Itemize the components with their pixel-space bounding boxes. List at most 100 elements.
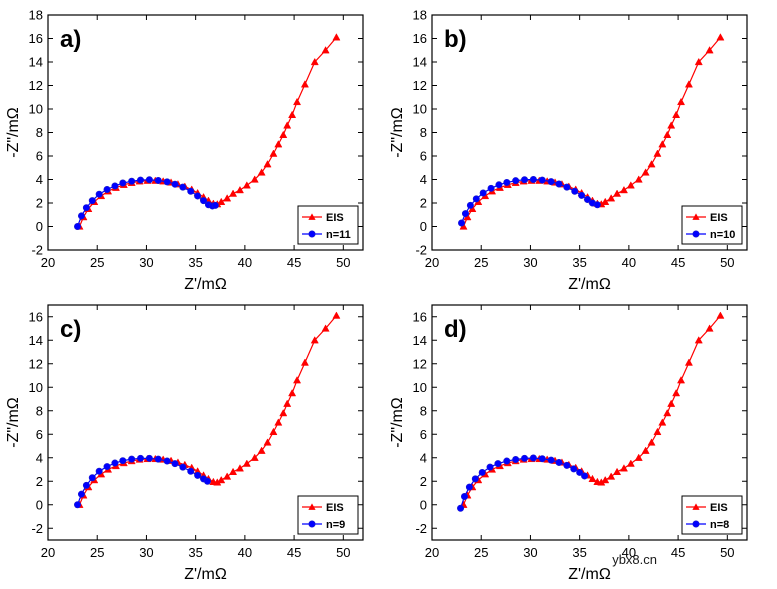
series-n-11 [74, 176, 219, 231]
data-point-circle [571, 187, 579, 195]
legend-label: n=8 [710, 519, 729, 531]
data-point-circle [538, 455, 546, 463]
data-point-circle [103, 463, 111, 471]
data-point-triangle [242, 181, 251, 189]
x-tick-label: 30 [139, 545, 153, 560]
data-point-triangle [626, 459, 635, 467]
data-point-triangle [667, 399, 676, 407]
y-tick-label: 2 [36, 474, 43, 489]
x-tick-label: 50 [336, 255, 350, 270]
data-point-triangle [672, 389, 681, 397]
data-point-triangle [250, 175, 259, 183]
data-point-circle [578, 191, 586, 199]
data-point-circle [555, 180, 563, 188]
data-point-circle [74, 223, 82, 231]
data-point-triangle [716, 33, 725, 41]
data-point-circle [137, 454, 145, 462]
data-point-circle [460, 493, 468, 501]
data-point-circle [458, 219, 466, 227]
data-point-circle [457, 504, 465, 512]
legend-label: EIS [710, 502, 728, 514]
y-tick-label: 4 [420, 450, 427, 465]
data-point-triangle [257, 168, 266, 176]
data-point-circle [82, 481, 90, 489]
data-point-triangle [694, 57, 703, 66]
data-point-triangle [229, 189, 238, 197]
y-tick-label: 12 [413, 356, 427, 371]
data-point-triangle [279, 130, 288, 138]
y-tick-label: 2 [36, 196, 43, 211]
y-tick-label: 0 [420, 219, 427, 234]
y-tick-label: -2 [415, 521, 427, 536]
x-tick-label: 45 [287, 255, 301, 270]
x-tick-label: 40 [622, 545, 636, 560]
data-point-circle [111, 182, 119, 190]
legend: EIS n=11 [297, 205, 359, 245]
legend-label: EIS [710, 212, 728, 224]
x-tick-label: 20 [425, 255, 439, 270]
data-point-triangle [601, 475, 610, 484]
data-point-triangle [274, 140, 283, 148]
data-point-triangle [653, 149, 662, 157]
data-point-triangle [672, 110, 681, 119]
legend-marker-triangle [692, 503, 700, 510]
legend-box [681, 495, 743, 535]
data-point-circle [163, 178, 171, 186]
legend-label: EIS [326, 502, 344, 514]
y-tick-label: 10 [29, 102, 43, 117]
data-point-triangle [613, 189, 622, 197]
data-point-triangle [288, 389, 297, 397]
x-tick-label: 35 [188, 545, 202, 560]
x-tick-label: 25 [474, 255, 488, 270]
data-point-triangle [658, 140, 667, 148]
data-point-triangle [223, 194, 232, 202]
x-tick-label: 40 [238, 255, 252, 270]
legend-marker-circle [692, 230, 700, 238]
data-point-circle [128, 177, 136, 185]
y-tick-label: 6 [420, 427, 427, 442]
data-point-circle [211, 201, 219, 209]
x-tick-label: 45 [671, 255, 685, 270]
x-tick-label: 50 [720, 545, 734, 560]
data-point-triangle [257, 446, 266, 454]
data-point-triangle [607, 194, 616, 202]
x-tick-label: 25 [90, 545, 104, 560]
legend-box [297, 205, 359, 245]
data-point-circle [95, 467, 103, 475]
data-point-triangle [634, 453, 643, 461]
data-point-circle [128, 455, 136, 463]
data-point-triangle [705, 46, 714, 54]
series-line [76, 179, 216, 227]
y-tick-label: 12 [29, 78, 43, 93]
data-point-circle [179, 463, 187, 471]
y-tick-label: 10 [413, 380, 427, 395]
data-point-circle [200, 197, 208, 205]
data-point-circle [495, 181, 503, 189]
legend-marker-circle [692, 520, 700, 528]
data-point-triangle [705, 324, 714, 332]
y-tick-label: 16 [29, 309, 43, 324]
watermark: ybx8.cn [612, 552, 657, 567]
x-tick-label: 20 [41, 255, 55, 270]
series-eis [75, 33, 341, 230]
y-tick-label: 4 [36, 172, 43, 187]
data-point-circle [187, 187, 195, 195]
data-point-triangle [694, 336, 703, 344]
y-tick-label: -2 [31, 243, 43, 258]
legend-box [681, 205, 743, 245]
series-eis [459, 311, 725, 508]
data-point-circle [512, 177, 520, 185]
x-tick-label: 35 [572, 545, 586, 560]
data-point-circle [466, 201, 474, 209]
data-point-triangle [229, 467, 238, 475]
data-point-triangle [658, 418, 667, 426]
x-tick-label: 30 [523, 545, 537, 560]
data-point-triangle [217, 475, 226, 484]
legend-label: n=9 [326, 519, 345, 531]
data-point-circle [563, 183, 571, 191]
data-point-circle [503, 457, 511, 465]
plot-frame [431, 304, 748, 541]
data-point-triangle [263, 160, 272, 168]
x-axis-label: Z'/mΩ [184, 566, 227, 583]
